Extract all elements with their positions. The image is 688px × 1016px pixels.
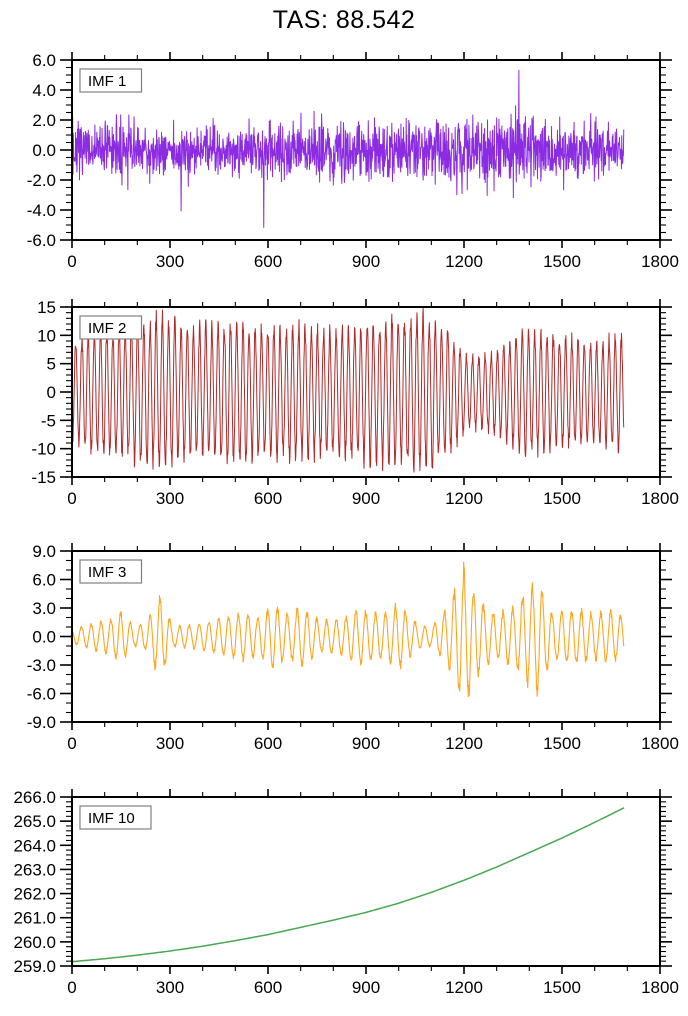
x-tick-label: 1800 xyxy=(641,252,679,271)
series-imf-2 xyxy=(71,307,625,473)
y-tick-label: -15 xyxy=(31,468,56,487)
panel-label: IMF 2 xyxy=(88,320,126,337)
plot-frame xyxy=(71,550,661,723)
x-tick-label: 1800 xyxy=(641,489,679,508)
y-tick-label: -6.0 xyxy=(27,685,56,704)
panel-label: IMF 10 xyxy=(88,810,135,827)
x-tick-label: 1200 xyxy=(445,978,483,997)
x-tick-label: 0 xyxy=(67,252,76,271)
x-tick-label: 900 xyxy=(352,734,380,753)
y-tick-label: 0 xyxy=(47,383,56,402)
x-tick-label: 300 xyxy=(156,978,184,997)
series-imf-3 xyxy=(71,561,625,698)
y-tick-label: -10 xyxy=(31,440,56,459)
y-tick-label: 15 xyxy=(37,298,56,317)
y-tick-label: 6.0 xyxy=(32,571,56,590)
x-tick-label: 0 xyxy=(67,734,76,753)
panel-label-box xyxy=(79,805,152,830)
x-tick-label: 600 xyxy=(254,978,282,997)
panel-imf-10: 266.0 265.0 264.0 263.0 262.0 261.0 260.0 259.0… xyxy=(13,788,678,997)
x-tick-label: 300 xyxy=(156,252,184,271)
panel-label: IMF 3 xyxy=(88,564,126,581)
x-tick-label: 900 xyxy=(352,252,380,271)
x-tick-label: 300 xyxy=(156,734,184,753)
x-tick-label: 600 xyxy=(254,734,282,753)
panel-imf-2: 15 10 5 0 -5 -10 -15 0 300 600 900 1200 1500 1800 IMF … xyxy=(31,298,678,508)
y-tick-label: 9.0 xyxy=(32,542,56,561)
panel-imf-3: 9.0 6.0 3.0 0.0 -3.0 -6.0 -9.0 0 300 600 900 1200 15… xyxy=(27,542,679,753)
y-tick-label: 264.0 xyxy=(13,836,56,855)
x-tick-label: 1500 xyxy=(543,978,581,997)
x-tick-label: 900 xyxy=(352,489,380,508)
x-tick-label: 600 xyxy=(254,489,282,508)
x-tick-label: 300 xyxy=(156,489,184,508)
x-tick-label: 900 xyxy=(352,978,380,997)
y-tick-label: 5 xyxy=(47,355,56,374)
y-tick-label: -2.0 xyxy=(27,171,56,190)
y-tick-label: 0.0 xyxy=(32,628,56,647)
x-tick-label: 1800 xyxy=(641,978,679,997)
series-imf-1 xyxy=(71,69,625,230)
series-imf-10 xyxy=(71,807,625,963)
y-tick-label: 266.0 xyxy=(13,788,56,807)
y-tick-label: 262.0 xyxy=(13,885,56,904)
y-tick-label: -5 xyxy=(41,411,56,430)
plot-frame xyxy=(71,59,661,241)
panel-label-box xyxy=(79,559,143,584)
y-tick-label: 4.0 xyxy=(32,81,56,100)
x-tick-label: 1200 xyxy=(445,489,483,508)
y-tick-label: 263.0 xyxy=(13,860,56,879)
y-tick-label: -3.0 xyxy=(27,656,56,675)
x-tick-label: 1200 xyxy=(445,734,483,753)
plot-frame xyxy=(71,306,661,478)
y-tick-label: 3.0 xyxy=(32,599,56,618)
y-tick-label: 6.0 xyxy=(32,51,56,70)
panel-label: IMF 1 xyxy=(88,73,126,90)
y-tick-label: -4.0 xyxy=(27,201,56,220)
x-tick-label: 1500 xyxy=(543,489,581,508)
y-tick-label: -6.0 xyxy=(27,231,56,250)
plot-frame xyxy=(71,796,661,967)
x-tick-label: 1800 xyxy=(641,734,679,753)
y-tick-label: 260.0 xyxy=(13,933,56,952)
y-tick-label: 259.0 xyxy=(13,957,56,976)
x-tick-label: 0 xyxy=(67,489,76,508)
y-tick-label: -9.0 xyxy=(27,713,56,732)
x-tick-label: 1500 xyxy=(543,734,581,753)
y-tick-label: 265.0 xyxy=(13,812,56,831)
x-tick-label: 1500 xyxy=(543,252,581,271)
x-tick-label: 0 xyxy=(67,978,76,997)
y-tick-label: 10 xyxy=(37,326,56,345)
y-tick-label: 261.0 xyxy=(13,909,56,928)
y-tick-label: 0.0 xyxy=(32,141,56,160)
y-tick-label: 2.0 xyxy=(32,111,56,130)
panel-imf-1: 6.0 4.0 2.0 0.0 -2.0 -4.0 -6.0 0 300 600 900 1200 15… xyxy=(27,51,679,271)
x-tick-label: 1200 xyxy=(445,252,483,271)
panel-label-box xyxy=(79,315,143,340)
figure-title: TAS: 88.542 xyxy=(272,6,416,34)
x-tick-label: 600 xyxy=(254,252,282,271)
panel-label-box xyxy=(79,68,143,93)
